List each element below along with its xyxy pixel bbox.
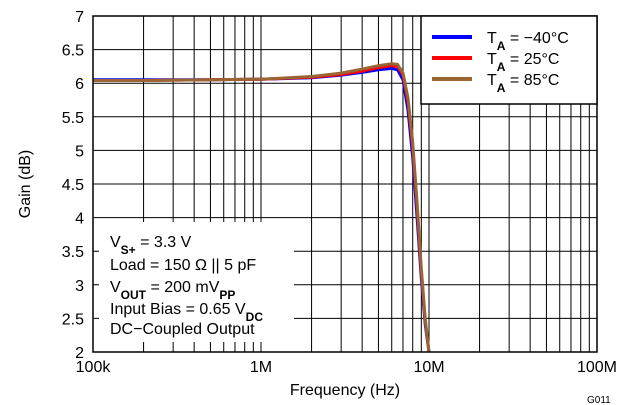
x-tick-label: 1M: [250, 359, 272, 376]
x-tick-label: 100k: [76, 359, 112, 376]
y-tick-label: 5.5: [62, 110, 84, 127]
y-tick-label: 7: [75, 9, 84, 26]
annotation-input-bias: Input Bias = 0.65 VDC: [110, 301, 263, 324]
y-tick-label: 2: [75, 345, 84, 362]
annotation-background: [99, 222, 294, 342]
series-line: [93, 62, 431, 353]
annotation-coupling: DC−Coupled Output: [110, 321, 255, 338]
tick-labels: 2 2.5 3 3.5 4 4.5 5 5.5 6 6.5 7 100k 1M 10M 100M: [62, 9, 617, 376]
series-lines: [93, 62, 431, 353]
y-tick-label: 2.5: [62, 311, 84, 328]
annotation-supply: VS+ = 3.3 V: [110, 234, 192, 257]
y-tick-label: 6.5: [62, 43, 84, 60]
y-tick-label: 6: [75, 76, 84, 93]
legend-label: TA = 85°C: [487, 72, 559, 95]
x-tick-label: 10M: [413, 359, 444, 376]
annotation-vout: VOUT = 200 mVPP: [110, 279, 235, 302]
legend-label: TA = −40°C: [487, 30, 569, 53]
x-tick-label: 100M: [577, 359, 617, 376]
y-tick-label: 5: [75, 143, 84, 160]
annotation-load: Load = 150 Ω || 5 pF: [110, 257, 256, 274]
y-tick-label: 3.5: [62, 244, 84, 261]
y-axis-title: Gain (dB): [17, 150, 34, 218]
conditions-annotation: VS+ = 3.3 V Load = 150 Ω || 5 pF VOUT = …: [99, 222, 294, 342]
legend-label: TA = 25°C: [487, 51, 559, 74]
figure-id: G011: [587, 395, 611, 405]
legend: TA = −40°CTA = 25°CTA = 85°C: [420, 15, 598, 105]
plot-frame: [92, 15, 598, 353]
y-tick-label: 4.5: [62, 177, 84, 194]
y-tick-label: 4: [75, 211, 84, 228]
y-tick-label: 3: [75, 278, 84, 295]
x-axis-title: Frequency (Hz): [290, 382, 400, 399]
